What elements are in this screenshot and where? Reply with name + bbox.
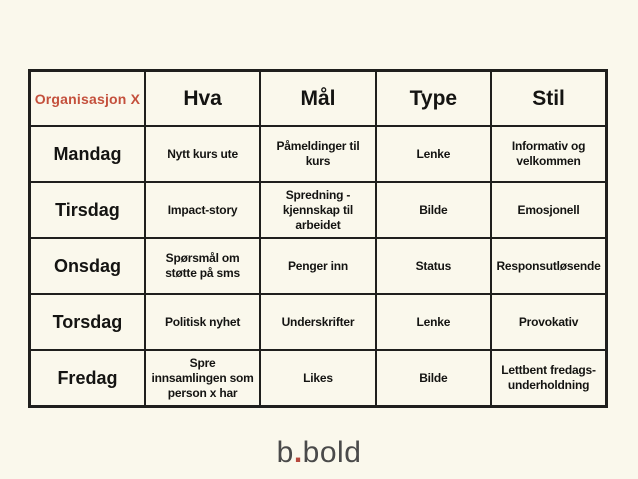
table-row-torsdag: Torsdag Politisk nyhet Underskrifter Len… bbox=[28, 293, 608, 351]
cell-torsdag-type: Lenke bbox=[374, 293, 493, 351]
day-label-fredag: Fredag bbox=[28, 349, 146, 408]
header-stil: Stil bbox=[490, 69, 608, 127]
table-row-onsdag: Onsdag Spørsmål om støtte på sms Penger … bbox=[28, 237, 608, 295]
header-organisasjon: Organisasjon X bbox=[28, 69, 146, 127]
header-type: Type bbox=[374, 69, 493, 127]
cell-torsdag-stil: Provokativ bbox=[490, 293, 608, 351]
cell-onsdag-type: Status bbox=[374, 237, 493, 295]
cell-mandag-hva: Nytt kurs ute bbox=[143, 125, 262, 183]
cell-fredag-mal: Likes bbox=[259, 349, 377, 408]
cell-fredag-stil: Lettbent fredags- underholdning bbox=[490, 349, 608, 408]
content-calendar-table: Organisasjon X Hva Mål Type Stil Mandag … bbox=[28, 69, 608, 408]
bbold-logo: b.bold bbox=[0, 436, 638, 470]
cell-mandag-type: Lenke bbox=[374, 125, 493, 183]
day-label-tirsdag: Tirsdag bbox=[28, 181, 146, 239]
cell-fredag-type: Bilde bbox=[374, 349, 493, 408]
day-label-onsdag: Onsdag bbox=[28, 237, 146, 295]
cell-tirsdag-mal: Spredning - kjennskap til arbeidet bbox=[259, 181, 377, 239]
table-row-tirsdag: Tirsdag Impact-story Spredning - kjennsk… bbox=[28, 181, 608, 239]
header-mal: Mål bbox=[259, 69, 377, 127]
cell-onsdag-mal: Penger inn bbox=[259, 237, 377, 295]
table-row-mandag: Mandag Nytt kurs ute Påmeldinger til kur… bbox=[28, 125, 608, 183]
header-hva: Hva bbox=[143, 69, 262, 127]
cell-tirsdag-type: Bilde bbox=[374, 181, 493, 239]
table-header-row: Organisasjon X Hva Mål Type Stil bbox=[28, 69, 608, 127]
cell-mandag-mal: Påmeldinger til kurs bbox=[259, 125, 377, 183]
cell-torsdag-mal: Underskrifter bbox=[259, 293, 377, 351]
cell-fredag-hva: Spre innsamlingen som person x har bbox=[143, 349, 262, 408]
table-row-fredag: Fredag Spre innsamlingen som person x ha… bbox=[28, 349, 608, 408]
cell-onsdag-stil: Responsutløsende bbox=[490, 237, 608, 295]
day-label-mandag: Mandag bbox=[28, 125, 146, 183]
cell-tirsdag-hva: Impact-story bbox=[143, 181, 262, 239]
cell-mandag-stil: Informativ og velkommen bbox=[490, 125, 608, 183]
logo-dot: . bbox=[293, 436, 303, 469]
logo-text-bold: bold bbox=[302, 436, 362, 469]
cell-onsdag-hva: Spørsmål om støtte på sms bbox=[143, 237, 262, 295]
logo-text-b: b bbox=[276, 436, 294, 469]
day-label-torsdag: Torsdag bbox=[28, 293, 146, 351]
cell-torsdag-hva: Politisk nyhet bbox=[143, 293, 262, 351]
cell-tirsdag-stil: Emosjonell bbox=[490, 181, 608, 239]
